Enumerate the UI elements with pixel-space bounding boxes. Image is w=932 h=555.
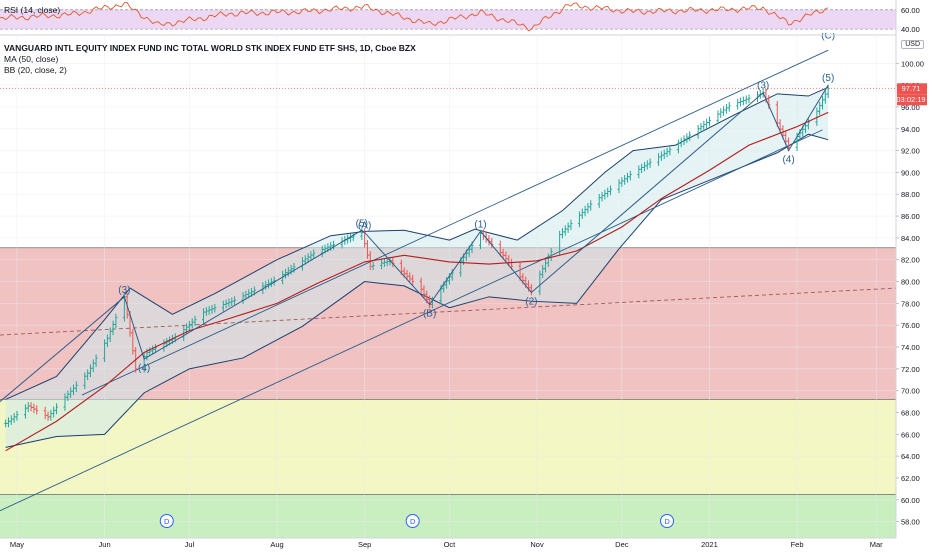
countdown-tag: 03:02:19: [896, 95, 926, 105]
elliott-wave-label: (3): [118, 285, 130, 296]
y-tick-label: 82.00: [901, 256, 920, 265]
rsi-tick-label: 40.00: [901, 25, 920, 34]
dividend-marker: [660, 514, 675, 528]
y-tick-label: 76.00: [901, 321, 920, 330]
y-tick-label: 72.00: [901, 365, 920, 374]
y-tick-label: 88.00: [901, 190, 920, 199]
rsi-tick-label: 60.00: [901, 6, 920, 15]
x-tick-label: Feb: [791, 540, 804, 549]
y-tick-label: 92.00: [901, 147, 920, 156]
elliott-wave-line: [0, 84, 829, 402]
x-tick-label: Aug: [270, 540, 283, 549]
zone-lower: [0, 494, 896, 538]
elliott-wave-label: (3): [757, 81, 769, 92]
bb-indicator-label[interactable]: BB (20, close, 2): [4, 65, 67, 75]
y-tick-label: 100.00: [901, 59, 924, 68]
channel-upper-line: [81, 49, 829, 396]
y-tick-label: 62.00: [901, 474, 920, 483]
y-tick-label: 60.00: [901, 496, 920, 505]
y-tick-label: 64.00: [901, 452, 920, 461]
y-tick-label: 86.00: [901, 212, 920, 221]
elliott-wave-label: (A): [358, 220, 371, 231]
ma-indicator-label[interactable]: MA (50, close): [4, 54, 59, 64]
time-axis-bg: [0, 538, 932, 550]
elliott-wave-label: (4): [782, 155, 794, 166]
dashed-trend-line: [0, 287, 897, 336]
bb-lower-line: [5, 133, 829, 448]
y-tick-label: 96.00: [901, 103, 920, 112]
channel-lower-line: [0, 129, 823, 512]
y-tick-label: 80.00: [901, 278, 920, 287]
x-tick-label: Jul: [185, 540, 195, 549]
y-tick-label: 70.00: [901, 387, 920, 396]
y-tick-label: 66.00: [901, 430, 920, 439]
dividend-label: D: [664, 517, 670, 526]
x-tick-label: 2021: [701, 540, 718, 549]
y-tick-label: 84.00: [901, 234, 920, 243]
elliott-wave-label: (5): [356, 218, 368, 229]
elliott-wave-label: (1): [474, 219, 486, 230]
elliott-wave-label: (2): [525, 296, 537, 307]
rsi-line: [0, 2, 829, 32]
last-price-tag-bg: [897, 83, 927, 95]
x-tick-label: Jun: [99, 540, 111, 549]
ma50-line: [5, 111, 829, 452]
y-tick-label: 78.00: [901, 299, 920, 308]
bb-upper-line: [5, 86, 829, 400]
y-tick-label: 90.00: [901, 168, 920, 177]
symbol-title: VANGUARD INTL EQUITY INDEX FUND INC TOTA…: [4, 43, 416, 53]
zone-middle: [0, 399, 896, 495]
bb-fill: [5, 87, 829, 448]
elliott-wave-label: (C): [821, 31, 835, 42]
dividend-marker: [159, 514, 174, 528]
x-tick-label: Dec: [615, 540, 629, 549]
y-tick-label: 58.00: [901, 518, 920, 527]
elliott-wave-label: (5): [822, 73, 834, 84]
dividend-marker: [405, 514, 420, 528]
x-tick-label: Sep: [358, 540, 371, 549]
x-tick-label: Nov: [530, 540, 544, 549]
x-tick-label: Mar: [870, 540, 883, 549]
y-tick-label: 68.00: [901, 409, 920, 418]
countdown-tag-bg: [897, 94, 927, 106]
dividend-label: D: [164, 517, 170, 526]
x-tick-label: May: [10, 540, 24, 549]
x-tick-label: Oct: [444, 540, 457, 549]
y-tick-label: 74.00: [901, 343, 920, 352]
dividend-label: D: [410, 517, 416, 526]
y-tick-label: 94.00: [901, 125, 920, 134]
elliott-wave-label: (B): [423, 308, 436, 319]
elliott-wave-label: (4): [138, 363, 150, 374]
last-price-tag: 97.71: [901, 84, 921, 94]
rsi-label: RSI (14, close): [4, 5, 61, 15]
currency-button[interactable]: USD: [901, 40, 924, 49]
